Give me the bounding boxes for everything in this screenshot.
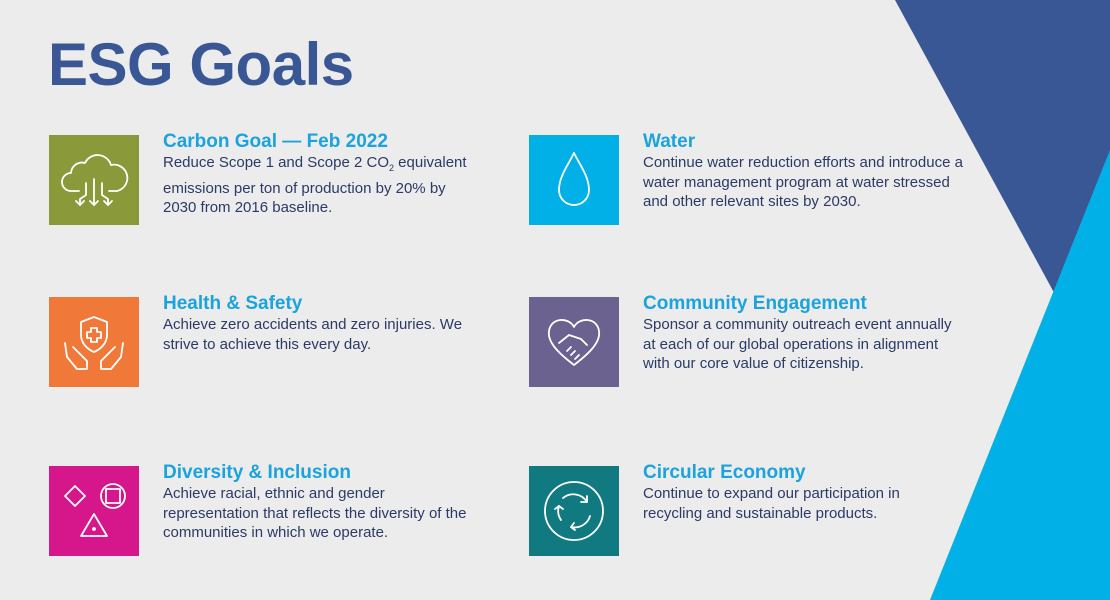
goal-title: Water: [643, 131, 696, 152]
goal-title: Community Engagement: [643, 293, 867, 314]
recycle-arrows-icon: [544, 481, 604, 541]
water-drop-icon: [558, 152, 590, 206]
heart-handshake-icon: [548, 319, 600, 366]
goal-title: Health & Safety: [163, 293, 303, 314]
goal-title: Carbon Goal — Feb 2022: [163, 131, 388, 152]
goal-title: Diversity & Inclusion: [163, 462, 351, 483]
circular-tile: [529, 466, 619, 556]
diversity-tile: [49, 466, 139, 556]
hands-shield-icon: [64, 316, 124, 370]
water-tile: [529, 135, 619, 225]
goal-description: Continue water reduction efforts and int…: [643, 154, 963, 210]
goal-description: Achieve racial, ethnic and gender repres…: [163, 485, 467, 541]
goal-title: Circular Economy: [643, 462, 806, 483]
health-safety-tile: [49, 297, 139, 387]
goal-description: Achieve zero accidents and zero injuries…: [163, 316, 463, 353]
goal-description: Sponsor a community outreach event annua…: [643, 316, 952, 372]
shapes-icon: [64, 483, 126, 537]
cloud-download-icon: [61, 154, 129, 206]
community-tile: [529, 297, 619, 387]
light-blue-triangle: [930, 150, 1110, 600]
page-title: ESG Goals: [48, 31, 354, 98]
carbon-tile: [49, 135, 139, 225]
goal-description: Reduce Scope 1 and Scope 2 CO2 equivalen…: [163, 154, 467, 216]
goal-description: Continue to expand our participation in …: [643, 485, 900, 522]
dark-blue-triangle: [895, 0, 1110, 400]
